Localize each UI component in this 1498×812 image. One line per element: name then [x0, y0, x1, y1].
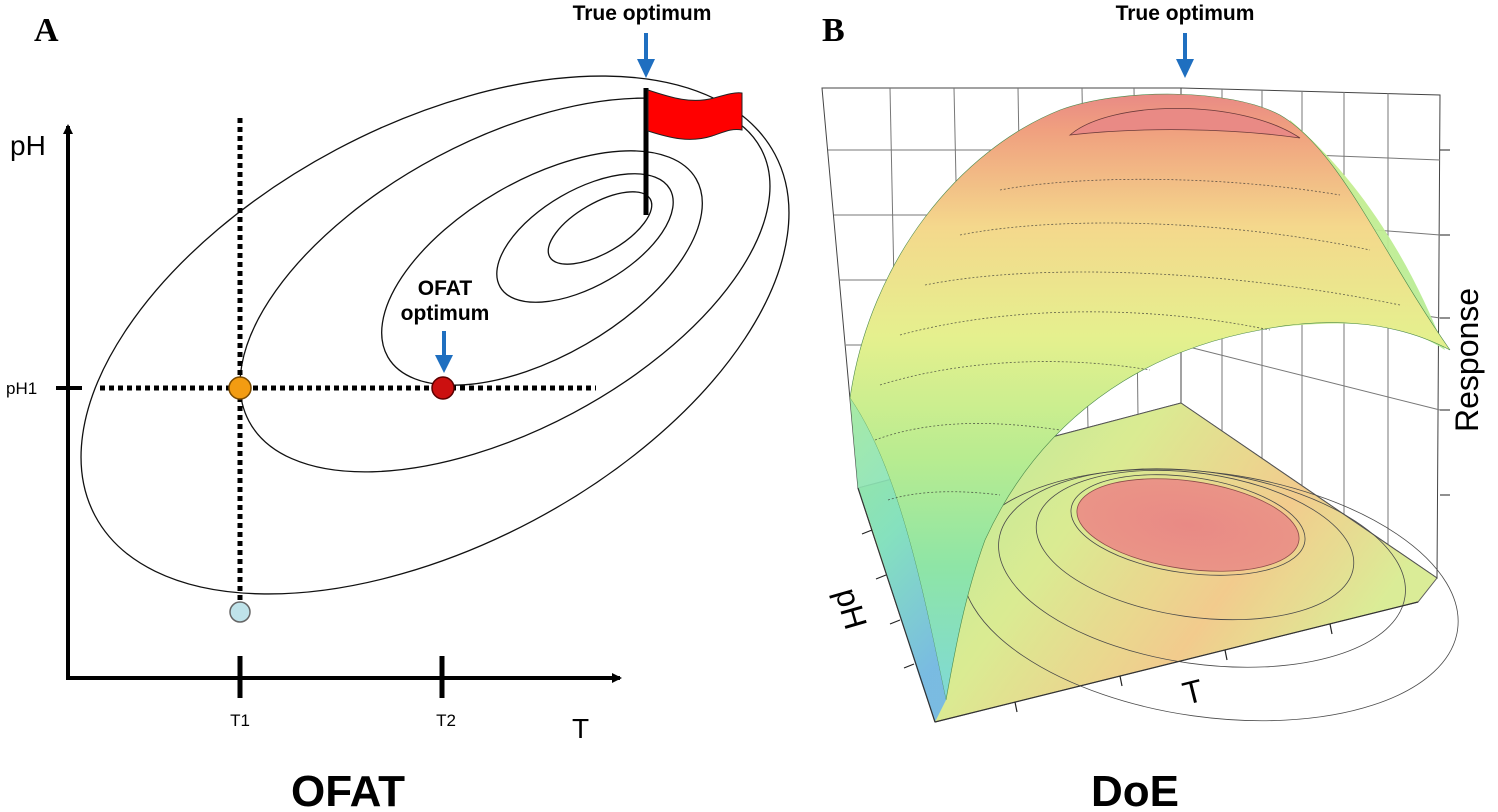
y-axis-label: pH	[10, 130, 46, 161]
panel-b-letter: B	[822, 12, 845, 49]
response-surface-front	[850, 398, 946, 722]
true-optimum-arrow-icon-a	[637, 33, 655, 78]
response-axis-label: Response	[1449, 288, 1485, 432]
front-edge-left	[857, 487, 936, 723]
ofat-optimum-label-line1: OFAT	[418, 277, 473, 300]
true-optimum-label-b: True optimum	[1116, 2, 1255, 25]
panel-b: B	[821, 2, 1485, 812]
t-axis-label: T	[1179, 672, 1207, 712]
ofat-optimum-label-line2: optimum	[401, 302, 490, 325]
panel-a: A pH T pH1 T1 T2 OFAT optimum	[6, 2, 790, 812]
contour-5	[547, 191, 653, 265]
dome-contours	[874, 178, 1401, 501]
response-surface-dome	[849, 93, 1451, 701]
start-point	[229, 601, 251, 623]
intermediate-point	[228, 376, 252, 400]
z-axis-ticks	[1440, 149, 1450, 496]
ofat-optimum-arrow-icon	[435, 331, 453, 373]
true-optimum-arrow-icon-b	[1176, 33, 1194, 78]
y-tick-label-ph1: pH1	[6, 379, 37, 398]
ph-axis-label: pH	[828, 584, 874, 633]
contour-2	[239, 97, 771, 473]
x-tick-label-t2: T2	[436, 711, 456, 730]
ofat-optimum-point	[431, 376, 455, 400]
panel-a-letter: A	[34, 12, 59, 49]
red-flag-icon	[647, 89, 743, 140]
contour-4	[496, 173, 674, 303]
x-tick-label-t1: T1	[230, 711, 250, 730]
doe-caption: DoE	[1091, 767, 1179, 812]
contour-1	[80, 75, 790, 595]
dome-optimum-cap	[1068, 107, 1301, 139]
true-optimum-label-a: True optimum	[573, 2, 712, 25]
floor-optimum-cap	[1076, 478, 1300, 572]
contour-lines	[80, 75, 790, 595]
ofat-caption: OFAT	[291, 767, 405, 812]
front-edge-ticks	[861, 529, 1333, 713]
x-axis-label: T	[572, 713, 589, 744]
contour-3	[381, 150, 703, 386]
